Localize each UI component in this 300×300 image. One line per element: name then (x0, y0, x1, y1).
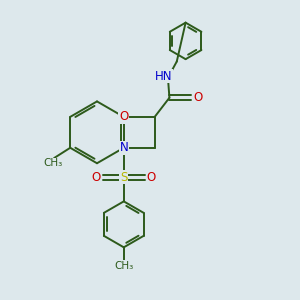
Text: O: O (92, 171, 101, 184)
Text: HN: HN (155, 70, 172, 83)
Text: S: S (120, 171, 127, 184)
Text: CH₃: CH₃ (43, 158, 62, 168)
Text: O: O (147, 171, 156, 184)
Text: N: N (119, 141, 128, 154)
Text: O: O (119, 110, 128, 123)
Text: CH₃: CH₃ (114, 261, 134, 271)
Text: O: O (193, 91, 203, 104)
